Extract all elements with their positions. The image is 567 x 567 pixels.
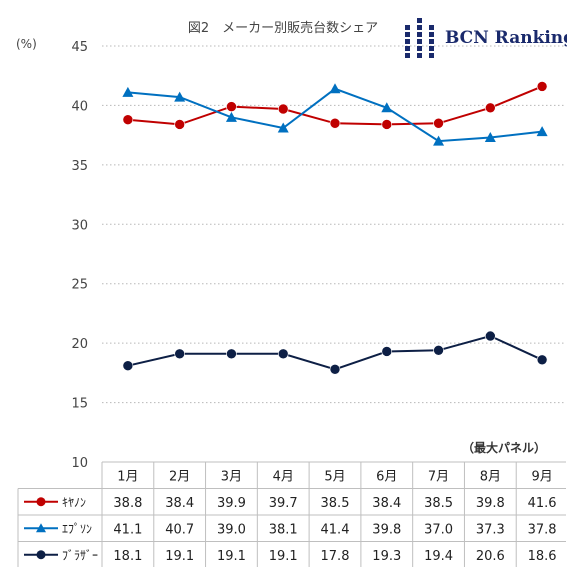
logo-text: BCN Ranking [445,28,567,48]
category-label: 6月 [376,469,397,484]
y-tick-label: 15 [71,397,88,412]
chart-title: 図2 メーカー別販売台数シェア [188,20,378,36]
table-cell: 39.0 [217,522,246,537]
series-3 [122,330,548,375]
data-point [226,348,237,360]
table-cell: 40.7 [165,522,194,537]
legend-label: ﾌﾞﾗｻﾞｰ [62,548,98,562]
table-cell: 39.9 [217,496,246,511]
table-cell: 39.7 [269,496,298,511]
data-point [277,348,289,360]
data-point [536,354,548,366]
data-point [329,363,341,375]
legend-label: ｴﾌﾟｿﾝ [62,522,92,536]
series-layer [122,81,548,375]
category-label: 2月 [169,469,190,484]
category-label: 8月 [480,469,501,484]
table-cell: 18.1 [113,549,142,564]
data-point [174,91,186,102]
table-cell: 18.6 [528,549,557,564]
table-cell: 38.4 [165,496,194,511]
data-point [484,132,496,143]
table-cell: 41.1 [113,522,142,537]
category-label: 1月 [117,469,138,484]
table-cell: 19.1 [165,549,194,564]
data-point [329,83,341,94]
data-point [381,102,393,113]
data-point [536,81,548,92]
table-cell: 39.8 [476,496,505,511]
table-cell: 17.8 [321,549,350,564]
data-point [277,122,289,133]
bcn-logo: BCN Ranking [405,18,567,62]
y-tick-label: 20 [71,337,88,352]
legend-marker [36,497,46,507]
y-tick-label: 40 [71,99,88,114]
data-point [122,114,134,125]
table-cell: 38.5 [424,496,453,511]
gridlines [102,45,566,404]
data-point [536,126,548,137]
table-cell: 37.3 [476,522,505,537]
data-point [381,119,393,130]
data-point [329,117,341,129]
data-table: 1月 2月 3月 4月 5月 6月 7月 8月 9月 ｷﾔﾉﾝ 38.8 38.4 39.9 39.7 38… [17,461,566,567]
data-point [485,102,496,114]
category-label: 5月 [324,469,345,484]
y-tick-label: 25 [71,278,88,293]
category-label: 3月 [221,469,242,484]
series-2 [122,83,548,146]
table-cell: 37.0 [424,522,453,537]
data-point [433,135,445,146]
bcn-grid-icon [405,18,434,58]
table-cell: 19.1 [269,549,298,564]
legend-label: ｷﾔﾉﾝ [62,495,86,509]
data-point [225,111,237,122]
data-point [122,360,134,372]
table-cell: 38.1 [269,522,298,537]
table-cell: 41.6 [528,496,557,511]
table-cell: 38.5 [321,496,350,511]
data-point [433,344,444,356]
data-point [277,103,289,115]
y-tick-labels: 10 15 20 25 30 35 40 45 [71,40,88,471]
data-point [485,330,496,342]
y-axis-unit-label: (%) [16,37,37,51]
y-tick-label: 45 [71,40,88,55]
data-point [174,348,185,360]
category-label: 4月 [273,469,294,484]
table-cell: 37.8 [528,522,557,537]
series-1 [122,81,548,130]
table-cell: 41.4 [321,522,350,537]
data-point [226,101,237,112]
panel-note: （最大パネル） [462,440,546,455]
data-point [381,346,393,357]
y-tick-label: 30 [71,218,88,233]
table-cell: 38.8 [113,496,142,511]
table-cell: 39.8 [372,522,401,537]
data-point [122,86,134,97]
series-line [127,87,543,143]
category-label: 7月 [428,469,449,484]
y-tick-label: 10 [71,456,88,471]
table-cell: 19.1 [217,549,246,564]
category-label: 9月 [531,469,552,484]
table-cell: 19.4 [424,549,453,564]
y-tick-label: 35 [71,159,88,174]
legend-marker [36,550,46,560]
table-cell: 20.6 [476,549,505,564]
table-cell: 19.3 [372,549,401,564]
legend-marker [36,523,46,533]
data-point [433,117,444,129]
table-cell: 38.4 [372,496,401,511]
data-point [174,119,185,130]
